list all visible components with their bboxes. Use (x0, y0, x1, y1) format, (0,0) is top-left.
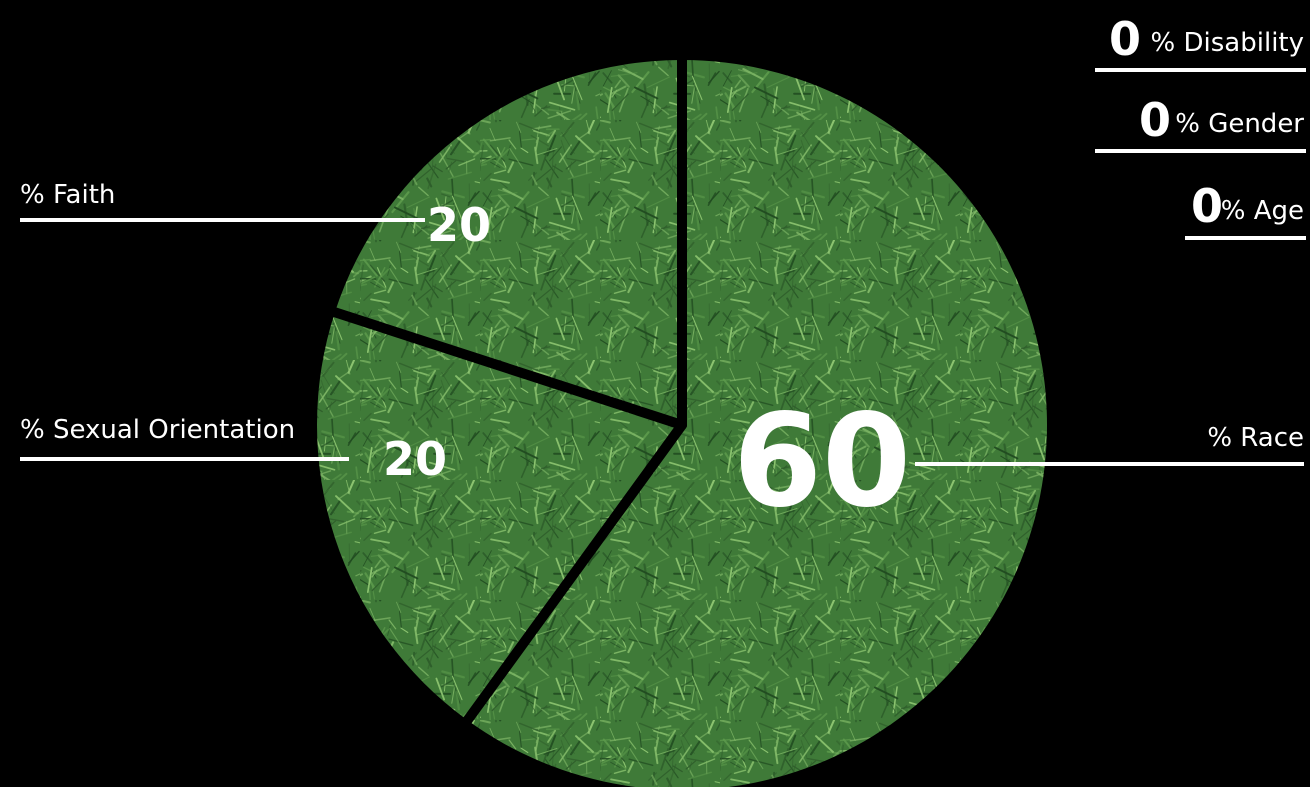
zero-label-age: % Age (1221, 196, 1304, 226)
slice-separator (326, 305, 687, 430)
pie-slice-sexual-orientation (316, 312, 682, 721)
zero-label-gender: % Gender (1175, 109, 1304, 139)
value-label-sexual-orientation: 20 (383, 432, 447, 486)
zero-value-age: 0 (1191, 179, 1223, 233)
slice-separator (460, 420, 687, 729)
pie-slice-faith (334, 60, 682, 425)
slice-label-race: % Race (1207, 423, 1304, 453)
zero-value-disability: 0 (1109, 12, 1141, 66)
pie-slice-race (467, 60, 1047, 787)
zero-value-gender: 0 (1139, 93, 1171, 147)
zero-category-age: 0 % Age (1185, 179, 1306, 240)
slice-label-sexual-orientation: % Sexual Orientation (20, 415, 295, 445)
pie-slices (316, 51, 1047, 787)
zero-category-gender: 0 % Gender (1095, 93, 1306, 153)
value-label-faith: 20 (427, 198, 491, 252)
slice-label-faith: % Faith (20, 180, 115, 210)
zero-category-disability: 0 % Disability (1095, 12, 1306, 72)
zero-label-disability: % Disability (1151, 28, 1304, 58)
value-label-race: 60 (733, 387, 911, 536)
